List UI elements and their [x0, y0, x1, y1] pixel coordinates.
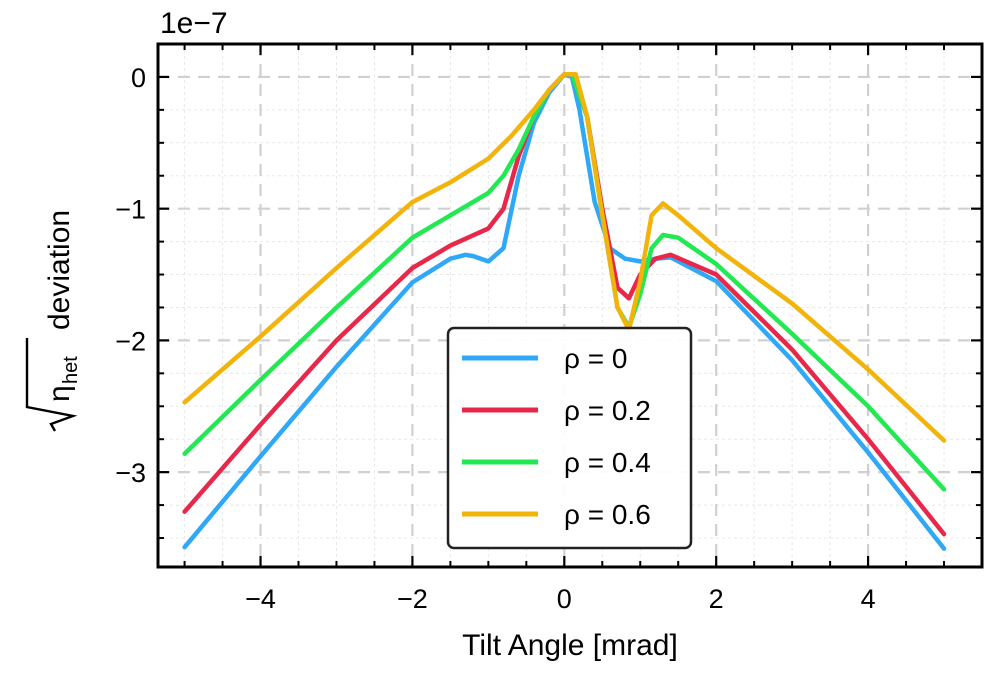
x-tick-label: 2 [709, 584, 724, 614]
y-tick-label: −1 [115, 195, 146, 225]
x-axis-title: Tilt Angle [mrad] [462, 629, 678, 662]
x-tick-label: −4 [245, 584, 276, 614]
y-tick-labels: 0 −1 −2 −3 [115, 63, 146, 488]
legend-label-2: ρ = 0.4 [564, 447, 651, 478]
sqrt-symbol [25, 338, 78, 432]
y-axis-title: η het deviation [25, 210, 82, 432]
series-line-3 [182, 72, 947, 443]
y-tick-label: 0 [131, 63, 146, 93]
y-tick-label: −3 [115, 458, 146, 488]
plot-frame [156, 42, 984, 569]
x-tick-label: −2 [397, 584, 428, 614]
x-tick-label: 0 [557, 584, 572, 614]
y-axis-subscript: het [60, 356, 82, 384]
legend-frame [446, 326, 693, 550]
x-tick-label: 4 [861, 584, 876, 614]
x-tick-labels: −4 −2 0 2 4 [245, 584, 875, 614]
minor-grid [158, 44, 983, 567]
series-layer [182, 72, 947, 551]
y-tick-label: −2 [115, 326, 146, 356]
legend-label-1: ρ = 0.2 [564, 395, 651, 426]
y-axis-symbol: η [43, 385, 76, 402]
legend-label-3: ρ = 0.6 [564, 499, 651, 530]
legend-label-0: ρ = 0 [564, 343, 627, 374]
legend: ρ = 0 ρ = 0.2 ρ = 0.4 ρ = 0.6 [446, 326, 693, 550]
axis-ticks [158, 44, 983, 567]
offset-label: 1e−7 [160, 7, 228, 40]
y-axis-suffix: deviation [43, 210, 76, 330]
